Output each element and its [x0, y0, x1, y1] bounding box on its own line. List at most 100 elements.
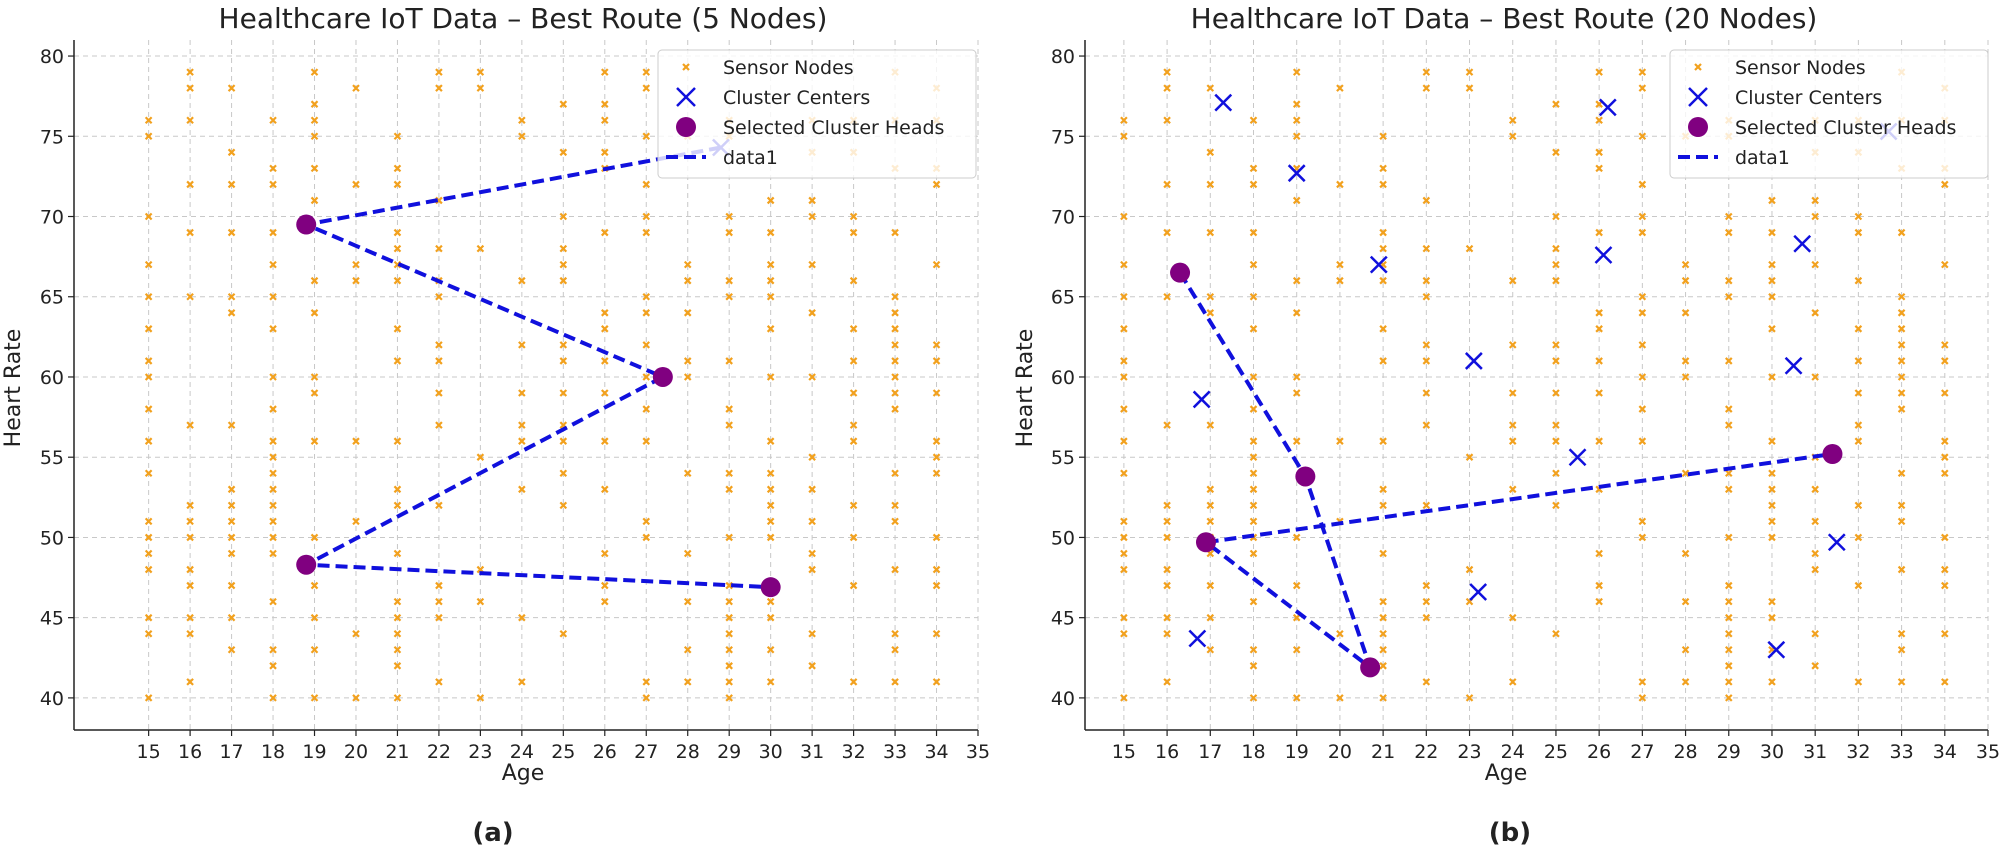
sensor-node: [393, 132, 402, 141]
sensor-node: [1292, 116, 1301, 125]
sensor-node-stroke: [227, 228, 236, 237]
sensor-node: [932, 629, 941, 638]
sensor-node-stroke: [1552, 341, 1560, 349]
sensor-node-stroke: [518, 132, 526, 141]
sensor-node-stroke: [1724, 645, 1733, 654]
sensor-node: [518, 485, 526, 494]
sensor-node-stroke: [1724, 533, 1733, 542]
sensor-node-stroke: [601, 357, 609, 365]
x-tick-label: 33: [883, 741, 907, 763]
sensor-node: [144, 517, 153, 526]
sensor-node-stroke: [1552, 260, 1560, 269]
sensor-node: [559, 469, 568, 478]
sensor-node: [849, 678, 858, 686]
sensor-node: [683, 597, 692, 606]
sensor-node-stroke: [1681, 597, 1690, 606]
sensor-node: [808, 196, 816, 205]
sensor-node: [518, 678, 526, 686]
sensor-node: [1379, 325, 1387, 333]
sensor-node: [1811, 260, 1819, 269]
sensor-node-stroke: [1854, 437, 1863, 445]
sensor-node: [186, 228, 194, 237]
sensor-node-stroke: [1336, 694, 1344, 702]
x-tick-label: 16: [1155, 741, 1179, 763]
sensor-node: [144, 357, 153, 365]
sensor-node-stroke: [144, 549, 153, 558]
sensor-node-stroke: [1768, 276, 1776, 285]
sensor-node-stroke: [269, 405, 277, 413]
x-tick-label: 22: [1414, 741, 1438, 763]
sensor-node-stroke: [559, 341, 568, 349]
sensor-node-stroke: [1249, 645, 1258, 654]
cluster-heads-series: [1170, 262, 1843, 678]
cluster-center-stroke: [1568, 448, 1587, 467]
sensor-node: [1552, 276, 1560, 285]
sensor-node-stroke: [1595, 309, 1603, 317]
sensor-node: [227, 148, 236, 157]
sensor-node-stroke: [642, 132, 651, 141]
sensor-node-stroke: [1897, 341, 1906, 349]
panel-label: (a): [472, 818, 513, 848]
sensor-node: [601, 116, 609, 125]
sensor-node-stroke: [1897, 517, 1906, 526]
sensor-node: [1595, 228, 1603, 237]
sensor-node-stroke: [1292, 645, 1301, 654]
legend-center-marker: [1688, 87, 1708, 107]
sensor-node-stroke: [1465, 84, 1474, 92]
sensor-node-stroke: [642, 341, 651, 349]
sensor-node: [601, 581, 609, 590]
legend-box: [1669, 49, 1989, 179]
sensor-node: [393, 501, 402, 510]
sensor-node-stroke: [1552, 244, 1560, 253]
sensor-node: [269, 228, 277, 237]
sensor-node: [642, 180, 651, 189]
sensor-node-stroke: [518, 613, 526, 622]
sensor-node-stroke: [642, 228, 651, 237]
sensor-node: [1292, 613, 1301, 622]
sensor-node-stroke: [435, 292, 443, 301]
sensor-node-stroke: [766, 196, 775, 205]
sensor-node: [352, 180, 360, 189]
sensor-node-stroke: [1249, 437, 1258, 445]
sensor-node-stroke: [227, 517, 236, 526]
sensor-node: [891, 405, 899, 413]
sensor-node: [725, 662, 733, 670]
sensor-node: [766, 276, 775, 285]
sensor-node: [227, 309, 236, 317]
sensor-node-stroke: [1336, 260, 1344, 269]
sensor-node-stroke: [144, 565, 153, 574]
sensor-node: [393, 276, 402, 285]
sensor-node: [227, 292, 236, 301]
cluster-head: [296, 554, 317, 575]
sensor-node: [1379, 228, 1387, 237]
sensor-node-stroke: [1681, 469, 1690, 478]
legend-label: Sensor Nodes: [1735, 57, 1866, 79]
sensor-node: [1595, 549, 1603, 558]
sensor-node-stroke: [1768, 597, 1776, 606]
sensor-node: [1811, 309, 1819, 317]
sensor-node-stroke: [1638, 309, 1647, 317]
sensor-node: [1508, 116, 1517, 125]
sensor-node-stroke: [1206, 581, 1215, 590]
sensor-node-stroke: [269, 164, 277, 173]
sensor-node-stroke: [186, 84, 194, 92]
sensor-node-stroke: [1638, 533, 1647, 542]
sensor-node: [1422, 196, 1431, 205]
sensor-node: [518, 389, 526, 397]
sensor-node: [144, 437, 153, 445]
sensor-node: [1768, 437, 1776, 445]
sensor-node-stroke: [1595, 549, 1603, 558]
sensor-node: [227, 613, 236, 622]
sensor-node-stroke: [1163, 501, 1171, 510]
sensor-node-stroke: [1811, 212, 1819, 221]
sensor-node-stroke: [849, 501, 858, 510]
sensor-node-stroke: [518, 437, 526, 445]
sensor-node-stroke: [601, 581, 609, 590]
sensor-node: [1768, 517, 1776, 526]
y-tick-label: 45: [40, 608, 64, 630]
sensor-node-stroke: [932, 341, 941, 349]
sensor-node: [642, 292, 651, 301]
sensor-node: [227, 533, 236, 542]
sensor-node: [808, 260, 816, 269]
sensor-node: [310, 68, 319, 76]
